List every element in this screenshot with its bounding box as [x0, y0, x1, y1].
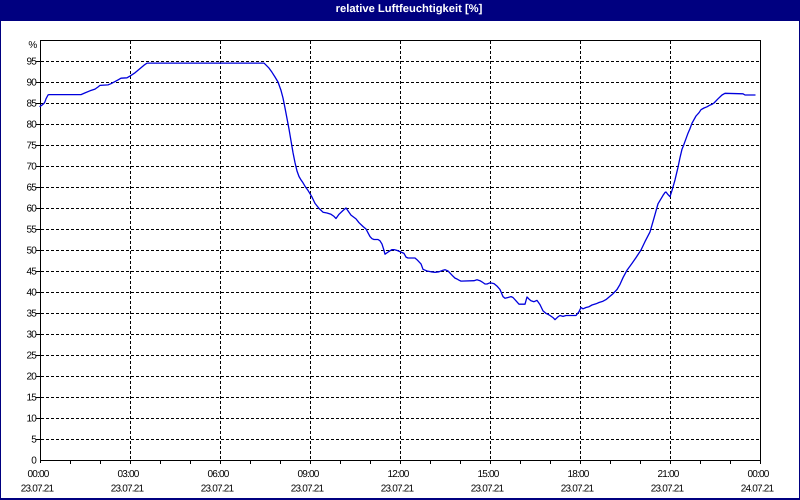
- svg-text:03:00: 03:00: [117, 469, 139, 480]
- svg-text:12:00: 12:00: [387, 469, 409, 480]
- svg-text:0: 0: [31, 456, 37, 467]
- svg-text:55: 55: [26, 225, 37, 236]
- svg-text:95: 95: [26, 57, 37, 68]
- svg-text:85: 85: [26, 99, 37, 110]
- svg-text:60: 60: [26, 204, 37, 215]
- svg-text:80: 80: [26, 120, 37, 131]
- svg-text:18:00: 18:00: [567, 469, 589, 480]
- svg-text:%: %: [28, 40, 37, 51]
- svg-text:23.07.21: 23.07.21: [471, 484, 505, 495]
- svg-text:24.07.21: 24.07.21: [741, 484, 775, 495]
- svg-text:23.07.21: 23.07.21: [561, 484, 595, 495]
- svg-text:relative Luftfeuchtigkeit [%]: relative Luftfeuchtigkeit [%]: [336, 3, 483, 15]
- svg-text:09:00: 09:00: [297, 469, 319, 480]
- svg-text:21:00: 21:00: [657, 469, 679, 480]
- svg-text:35: 35: [26, 309, 37, 320]
- svg-text:15:00: 15:00: [477, 469, 499, 480]
- svg-text:75: 75: [26, 141, 37, 152]
- svg-text:23.07.21: 23.07.21: [651, 484, 685, 495]
- svg-text:23.07.21: 23.07.21: [201, 484, 235, 495]
- svg-text:23.07.21: 23.07.21: [111, 484, 145, 495]
- svg-text:65: 65: [26, 183, 37, 194]
- svg-text:40: 40: [26, 288, 37, 299]
- svg-text:10: 10: [26, 414, 37, 425]
- svg-text:5: 5: [31, 435, 37, 446]
- svg-text:00:00: 00:00: [747, 469, 769, 480]
- svg-text:00:00: 00:00: [27, 469, 49, 480]
- svg-text:50: 50: [26, 246, 37, 257]
- svg-text:20: 20: [26, 372, 37, 383]
- svg-text:70: 70: [26, 162, 37, 173]
- svg-text:06:00: 06:00: [207, 469, 229, 480]
- svg-text:15: 15: [26, 393, 37, 404]
- svg-text:23.07.21: 23.07.21: [381, 484, 415, 495]
- svg-text:23.07.21: 23.07.21: [291, 484, 325, 495]
- svg-text:25: 25: [26, 351, 37, 362]
- svg-text:45: 45: [26, 267, 37, 278]
- svg-text:30: 30: [26, 330, 37, 341]
- svg-text:90: 90: [26, 78, 37, 89]
- svg-text:23.07.21: 23.07.21: [21, 484, 55, 495]
